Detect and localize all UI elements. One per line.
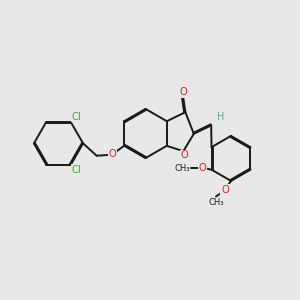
Text: Cl: Cl (71, 165, 81, 175)
Text: O: O (221, 185, 229, 195)
Text: O: O (108, 149, 116, 159)
Text: Cl: Cl (71, 112, 81, 122)
Text: H: H (217, 112, 224, 122)
Text: CH₃: CH₃ (208, 198, 224, 207)
Text: CH₃: CH₃ (174, 164, 190, 173)
Text: O: O (199, 163, 206, 173)
Text: O: O (179, 87, 187, 97)
Text: O: O (181, 150, 188, 161)
